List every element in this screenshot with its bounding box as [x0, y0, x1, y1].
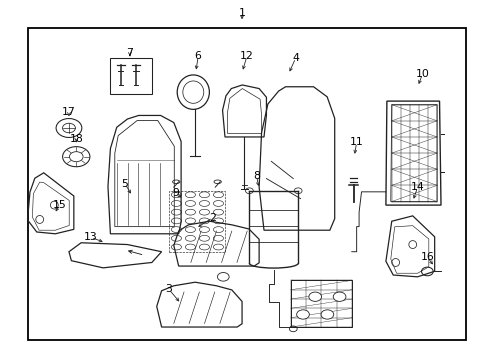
Circle shape: [332, 292, 345, 301]
Text: 3: 3: [165, 284, 172, 294]
Text: 18: 18: [69, 134, 83, 144]
Text: 9: 9: [172, 188, 179, 198]
Text: 6: 6: [194, 51, 201, 61]
Text: 12: 12: [240, 51, 253, 61]
Bar: [168, 191, 224, 252]
Text: 15: 15: [52, 200, 66, 210]
Circle shape: [321, 310, 333, 319]
Text: 16: 16: [420, 252, 433, 262]
Text: 2: 2: [209, 213, 216, 222]
Text: 8: 8: [253, 171, 260, 181]
Circle shape: [308, 292, 321, 301]
Bar: [110, 58, 152, 94]
Text: 5: 5: [122, 179, 128, 189]
Bar: [290, 280, 351, 327]
Text: 14: 14: [410, 182, 424, 192]
Text: 4: 4: [292, 53, 299, 63]
Text: 11: 11: [349, 138, 363, 147]
Text: 1: 1: [238, 8, 245, 18]
Text: 7: 7: [126, 48, 133, 58]
Bar: [27, 28, 466, 339]
Text: 17: 17: [62, 107, 76, 117]
Text: 10: 10: [415, 69, 428, 79]
Text: 13: 13: [84, 232, 98, 242]
Circle shape: [296, 310, 309, 319]
